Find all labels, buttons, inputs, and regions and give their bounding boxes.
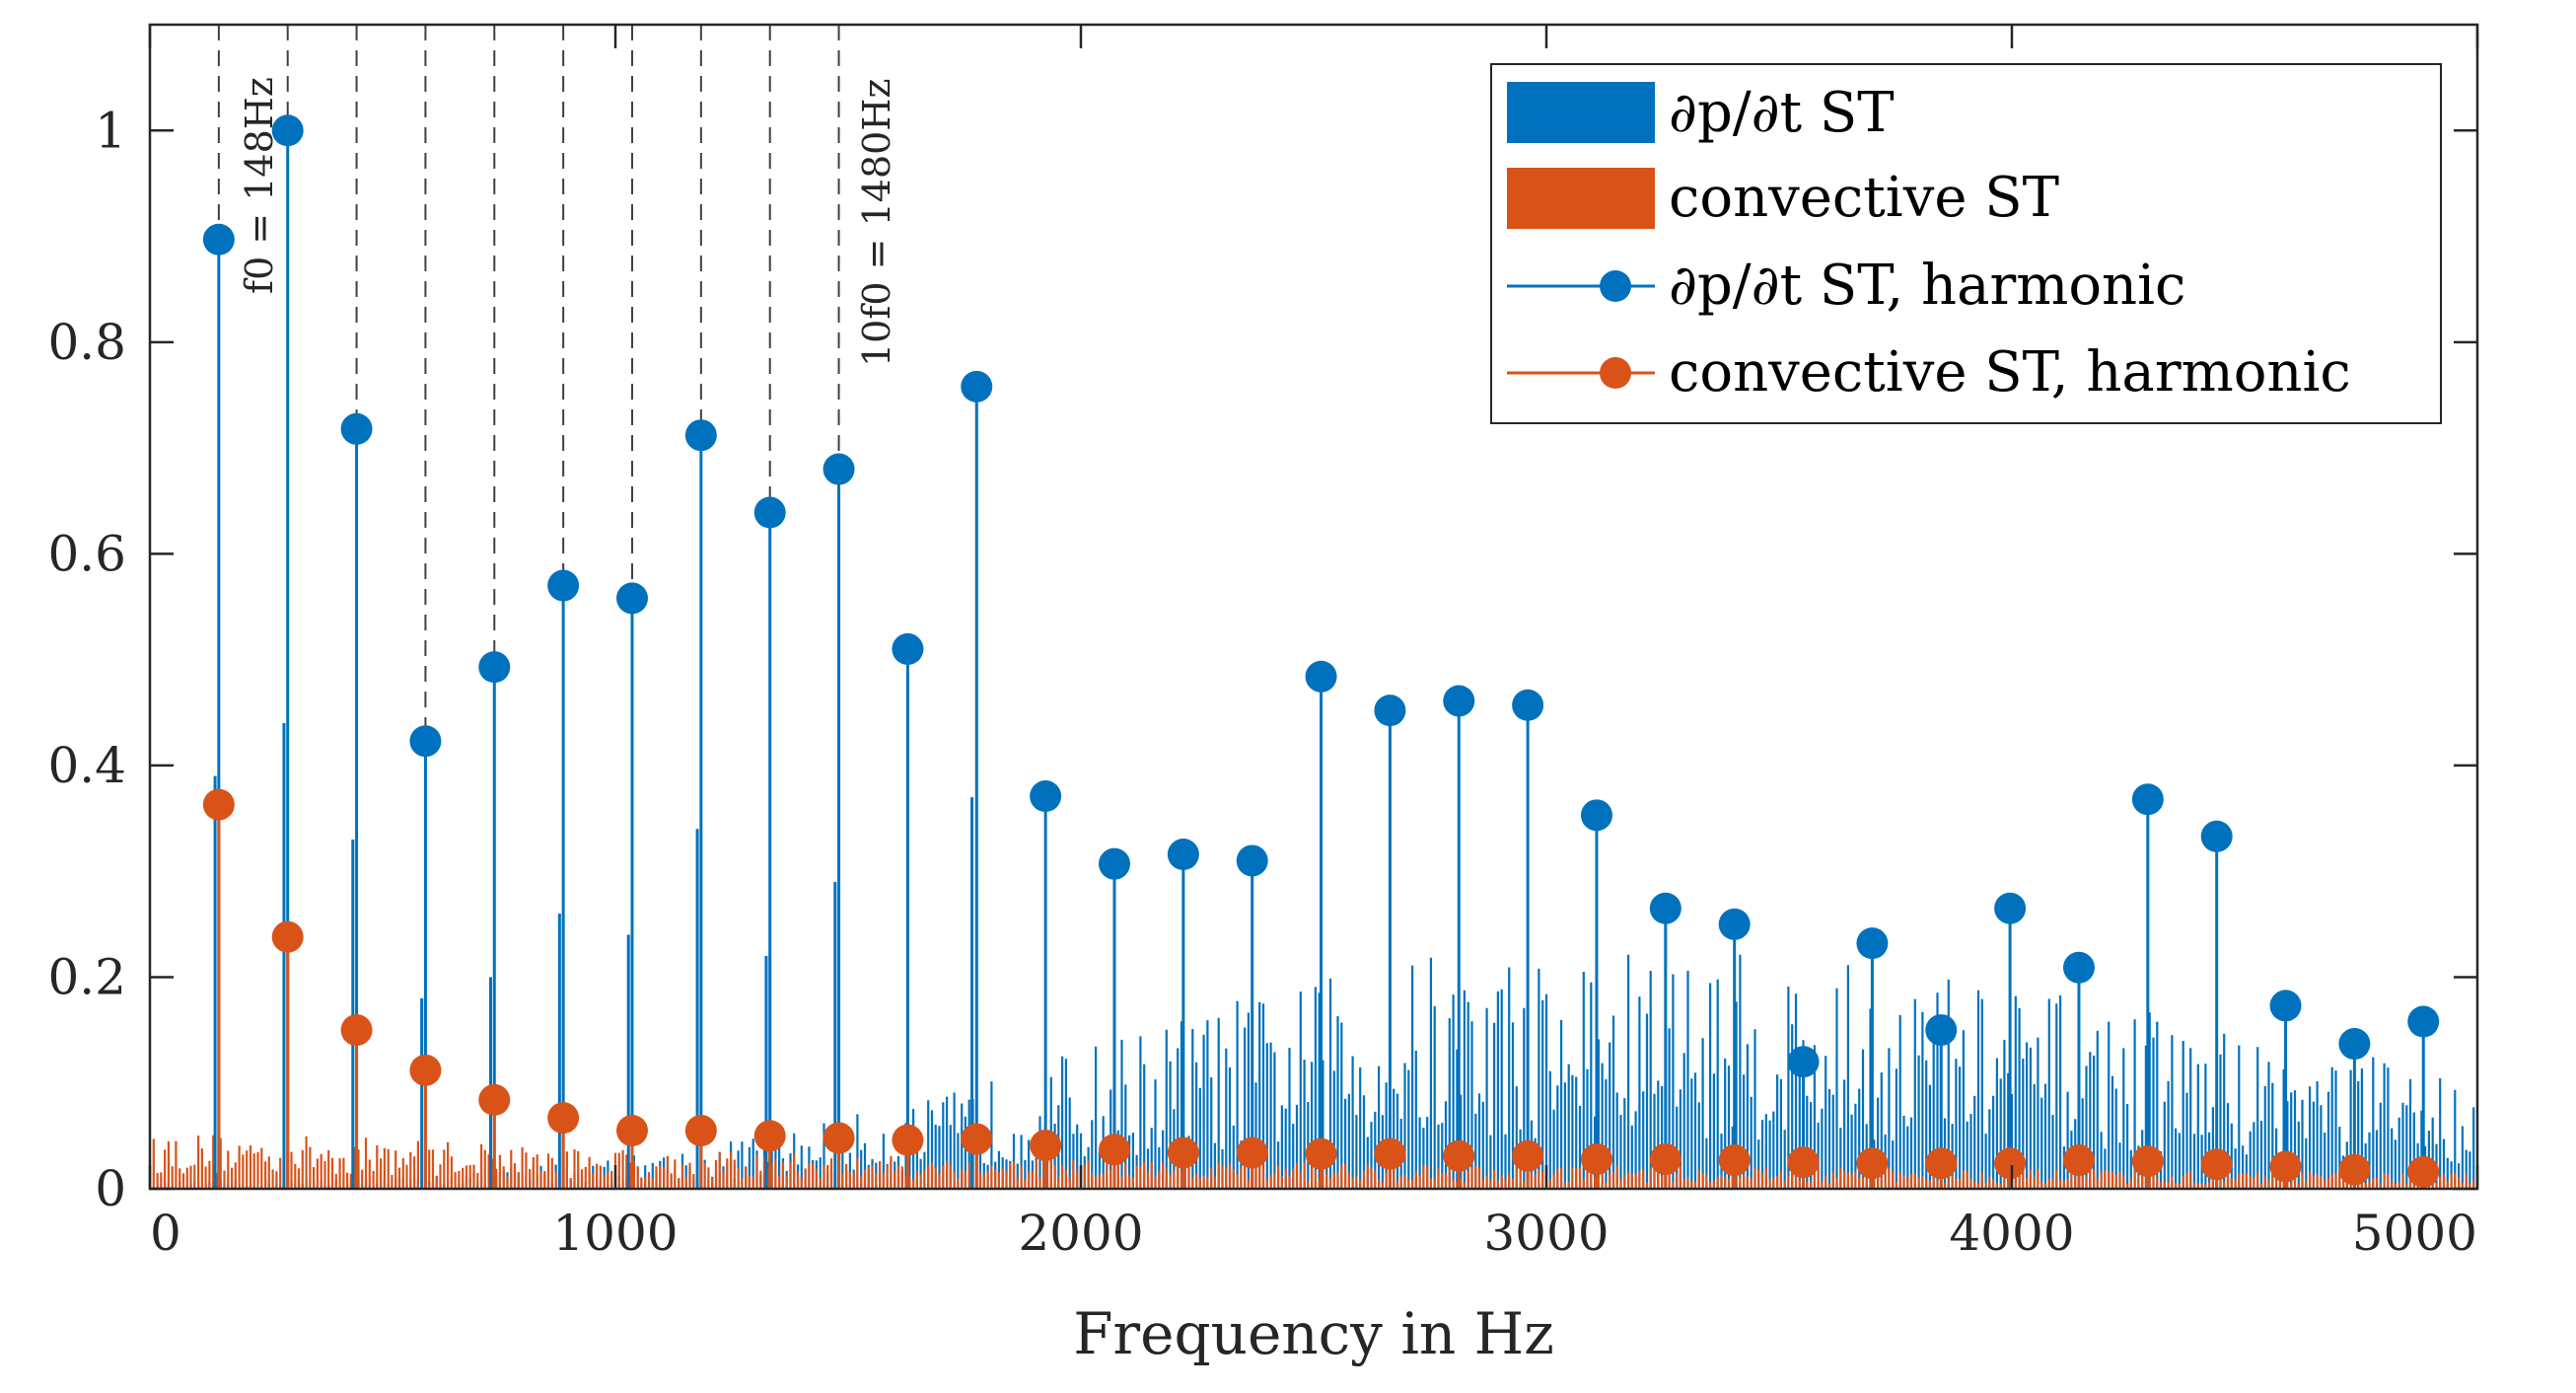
convective-harmonic-marker (202, 788, 235, 821)
convective-harmonic-marker (2269, 1150, 2302, 1183)
plot-frame (148, 23, 2479, 1191)
convective-harmonic-marker (1443, 1139, 1475, 1172)
convective-harmonic-marker (2200, 1148, 2233, 1181)
axis-ticks: 0 1000 2000 3000 4000 5000 0 0.2 0.4 0.6 0.8 1 (47, 25, 2479, 1262)
dpdt-harmonic-marker (892, 632, 924, 665)
y-tick-label: 0.4 (47, 737, 126, 794)
convective-harmonic-marker (684, 1115, 717, 1146)
convective-harmonic-marker (1787, 1146, 1820, 1179)
dpdt-harmonic-marker (409, 725, 442, 758)
convective-harmonic-marker (271, 920, 304, 953)
dpdt-harmonic-marker (1305, 660, 1337, 693)
dpdt-harmonic-marker (615, 582, 648, 615)
convective-harmonic-marker (1580, 1142, 1612, 1175)
y-tick-label: 0 (95, 1160, 126, 1217)
convective-harmonic-marker (409, 1054, 442, 1086)
dpdt-harmonic-marker (2407, 1005, 2440, 1038)
dpdt-harmonic-marker (1856, 927, 1889, 960)
y-tick-label: 0.2 (47, 948, 126, 1005)
y-tick-label: 1 (95, 102, 126, 159)
dpdt-harmonic-marker (1167, 839, 1199, 871)
convective-harmonic-marker (1994, 1147, 2027, 1180)
convective-harmonic-marker (1167, 1136, 1199, 1169)
convective-harmonic-marker (1512, 1139, 1544, 1172)
legend: ∂p/∂t ST convective ST ∂p/∂t ST, harmoni… (1490, 63, 2442, 424)
convective-harmonic-marker (1856, 1147, 1889, 1180)
convective-harmonic-marker (2338, 1153, 2371, 1186)
dpdt-harmonic-marker (340, 412, 373, 445)
dpdt-harmonic-marker (478, 651, 511, 684)
dpdt-harmonic-marker (2062, 951, 2095, 984)
dpdt-harmonic-marker (1787, 1046, 1820, 1078)
legend-label-dpdt-harmonic: ∂p/∂t ST, harmonic (1669, 254, 2185, 318)
convective-harmonic-marker (1718, 1144, 1751, 1177)
dpdt-harmonic-marker (1374, 695, 1406, 727)
convective-harmonic-marker (1305, 1137, 1337, 1170)
y-tick-label: 0.8 (47, 314, 126, 371)
convective-harmonic-marker (1649, 1142, 1682, 1175)
dpdt-harmonic-marker (202, 223, 235, 256)
dpdt-harmonic-marker (1030, 780, 1062, 813)
harmonic-stems (202, 114, 2440, 1189)
convective-harmonic-marker (1374, 1137, 1406, 1170)
dpdt-harmonic-marker (1718, 908, 1751, 940)
x-tick-label: 4000 (1949, 1205, 2074, 1262)
dpdt-harmonic-marker (1236, 844, 1268, 877)
convective-harmonic-marker (892, 1124, 924, 1156)
legend-swatch-dpdt (1507, 82, 1655, 143)
legend-marker-dpdt-harmonic (1600, 270, 1631, 302)
convective-harmonic-marker (753, 1120, 786, 1152)
convective-harmonic-marker (2062, 1144, 2095, 1177)
annotation-f0: f0 = 148Hz (238, 77, 281, 294)
convective-harmonic-marker (823, 1122, 855, 1154)
legend-label-convective-harmonic: convective ST, harmonic (1669, 340, 2351, 404)
legend-label-dpdt: ∂p/∂t ST (1669, 81, 1895, 145)
convective-harmonic-marker (2131, 1145, 2164, 1178)
y-tick-label: 0.6 (47, 525, 126, 582)
dpdt-harmonic-marker (1994, 892, 2027, 924)
dpdt-harmonic-marker (1098, 847, 1130, 880)
convective-harmonic-marker (547, 1102, 580, 1135)
legend-swatch-convective (1507, 168, 1655, 229)
dpdt-harmonic-marker (547, 569, 580, 602)
dpdt-harmonic-marker (2338, 1028, 2371, 1061)
convective-harmonic-marker (1030, 1130, 1062, 1162)
dpdt-harmonic-marker (823, 453, 855, 485)
x-tick-label: 1000 (552, 1205, 678, 1262)
annotation-10f0: 10f0 = 1480Hz (855, 79, 898, 367)
x-tick-label: 5000 (2352, 1205, 2477, 1262)
legend-label-convective: convective ST (1669, 166, 2059, 230)
convective-harmonic-marker (340, 1014, 373, 1047)
convective-harmonic-marker (1236, 1136, 1268, 1169)
convective-harmonic-marker (1098, 1134, 1130, 1166)
legend-marker-convective-harmonic (1600, 357, 1631, 389)
x-tick-label: 0 (150, 1205, 181, 1262)
dpdt-harmonic-marker (271, 114, 304, 147)
dpdt-harmonic-marker (2200, 820, 2233, 852)
dpdt-harmonic-marker (1512, 689, 1544, 721)
convective-harmonic-marker (961, 1123, 993, 1155)
convective-harmonic-marker (2407, 1155, 2440, 1188)
x-tick-label: 2000 (1018, 1205, 1143, 1262)
x-tick-label: 3000 (1483, 1205, 1609, 1262)
x-axis-label: Frequency in Hz (1073, 1300, 1554, 1367)
dpdt-harmonic-marker (2269, 990, 2302, 1022)
dpdt-harmonic-marker (2131, 783, 2164, 816)
dpdt-harmonic-marker (1925, 1014, 1958, 1047)
convective-harmonic-marker (615, 1115, 648, 1146)
convective-harmonic-marker (478, 1083, 511, 1116)
dpdt-harmonic-marker (1443, 685, 1475, 717)
dpdt-harmonic-marker (753, 496, 786, 529)
dpdt-harmonic-marker (684, 419, 717, 452)
convective-harmonic-marker (1925, 1147, 1958, 1180)
dpdt-harmonic-marker (1580, 799, 1612, 832)
dpdt-harmonic-marker (1649, 892, 1682, 924)
dpdt-harmonic-marker (961, 370, 993, 403)
